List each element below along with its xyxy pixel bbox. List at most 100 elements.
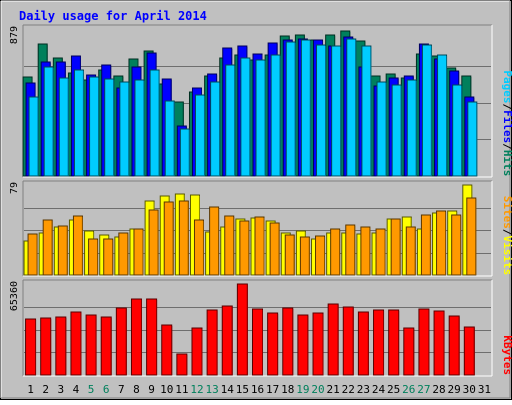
bar-kbytes-day-4 (70, 311, 82, 376)
bar-pages-day-16 (255, 59, 266, 177)
bar-sites-day-23 (360, 226, 371, 276)
bar-kbytes-day-17 (267, 312, 279, 376)
y-axis-max-label: 79 (9, 182, 20, 194)
panel-kbytes: 65360 KBytes (9, 279, 512, 377)
bar-sites-day-25 (390, 218, 401, 276)
bar-kbytes-day-19 (297, 314, 309, 376)
bar-sites-day-19 (299, 236, 310, 276)
x-tick-label: 31 (478, 383, 491, 396)
bar-sites-day-12 (193, 219, 204, 276)
bar-sites-day-2 (42, 219, 53, 276)
bar-pages-day-1 (28, 96, 39, 177)
legend-text: Sites/Visits (501, 196, 512, 275)
x-tick-label: 24 (372, 383, 386, 396)
legend-visits: Visits (501, 236, 512, 276)
bar-sites-day-11 (178, 200, 189, 276)
bar-kbytes-day-28 (433, 310, 445, 376)
bar-pages-day-29 (452, 84, 463, 177)
bar-sites-day-9 (148, 209, 159, 276)
bar-kbytes-day-27 (418, 308, 430, 376)
bar-pages-day-14 (225, 64, 236, 177)
x-tick-label: 20 (311, 383, 324, 396)
bar-sites-day-15 (239, 220, 250, 276)
bar-kbytes-day-10 (161, 324, 173, 376)
panels-layer: 879Pages/Files/Hits79Sites/Visits65360KB… (9, 24, 512, 377)
bar-kbytes-day-9 (146, 298, 158, 376)
bar-kbytes-day-15 (236, 283, 248, 376)
bar-pages-day-5 (89, 76, 100, 177)
x-tick-label: 17 (266, 383, 279, 396)
bar-kbytes-day-11 (176, 353, 188, 376)
bar-kbytes-day-23 (357, 311, 369, 376)
bar-kbytes-day-6 (100, 316, 112, 376)
bar-sites-day-22 (345, 224, 356, 276)
bar-pages-day-11 (179, 128, 190, 177)
bar-kbytes-day-30 (463, 326, 475, 376)
x-tick-label: 28 (432, 383, 445, 396)
x-tick-label: 8 (133, 383, 140, 396)
bar-kbytes-day-18 (282, 307, 294, 376)
bar-sites-day-28 (436, 210, 447, 276)
bar-kbytes-day-24 (373, 309, 385, 376)
x-tick-label: 21 (327, 383, 340, 396)
x-tick-label: 26 (402, 383, 415, 396)
x-tick-label: 30 (463, 383, 476, 396)
bar-kbytes-day-7 (115, 307, 127, 376)
y-axis-max-label: 879 (9, 26, 20, 44)
bar-kbytes-day-20 (312, 312, 324, 376)
bar-pages-day-30 (467, 101, 478, 177)
bar-sites-day-8 (133, 228, 144, 276)
bar-kbytes-day-5 (85, 314, 97, 376)
bar-kbytes-day-2 (40, 317, 52, 376)
x-tick-label: 27 (417, 383, 430, 396)
bar-kbytes-day-25 (388, 309, 400, 376)
legend-pages: Pages (501, 70, 512, 103)
bar-sites-day-26 (405, 226, 416, 276)
bar-sites-day-5 (88, 238, 99, 276)
bar-sites-day-30 (466, 197, 477, 276)
bar-sites-day-4 (72, 215, 83, 276)
x-tick-label: 22 (342, 383, 355, 396)
bar-pages-day-19 (300, 39, 311, 177)
bar-kbytes-day-8 (130, 298, 142, 376)
bar-pages-day-27 (421, 44, 432, 177)
bar-pages-day-10 (164, 100, 175, 177)
bar-sites-day-14 (224, 215, 235, 276)
legend-separator: / (501, 104, 512, 111)
bar-kbytes-day-13 (206, 309, 218, 376)
panel-sites-visits: 79 Sites/Visits (9, 180, 512, 277)
bar-sites-day-3 (57, 225, 68, 276)
bar-sites-day-1 (27, 233, 38, 276)
bar-kbytes-day-1 (25, 318, 37, 376)
x-tick-label: 16 (251, 383, 264, 396)
x-tick-label: 13 (205, 383, 218, 396)
bar-pages-day-13 (210, 81, 221, 177)
x-tick-label: 12 (190, 383, 203, 396)
bar-pages-day-9 (149, 69, 160, 177)
x-tick-label: 11 (175, 383, 188, 396)
x-tick-label: 25 (387, 383, 400, 396)
x-tick-label: 5 (88, 383, 95, 396)
bar-sites-day-18 (284, 234, 295, 276)
x-axis: 1 2 3 4 5 6 7 8 9 10 11 12 13 14 15 16 17 18 19 20 21 22 23 24 2… (27, 383, 491, 396)
bar-sites-day-29 (451, 214, 462, 276)
x-tick-label: 9 (148, 383, 155, 396)
bar-sites-day-10 (163, 201, 174, 276)
bar-sites-day-20 (315, 235, 326, 276)
y-axis-max-label: 65360 (9, 281, 20, 311)
legend-separator: / (501, 229, 512, 236)
legend-sites: Sites (501, 196, 512, 229)
bar-sites-day-6 (103, 238, 114, 276)
legend-files: Files (501, 110, 512, 143)
bar-kbytes-day-21 (327, 303, 339, 376)
bar-pages-day-22 (346, 38, 357, 177)
bar-pages-day-12 (194, 94, 205, 177)
bar-pages-day-20 (316, 44, 327, 177)
bar-pages-day-25 (391, 84, 402, 177)
legend-hits-files-pages: Pages/Files/Hits (501, 70, 512, 176)
bar-pages-day-6 (104, 78, 115, 177)
bar-kbytes-day-12 (191, 327, 203, 376)
legend-separator: / (501, 143, 512, 150)
